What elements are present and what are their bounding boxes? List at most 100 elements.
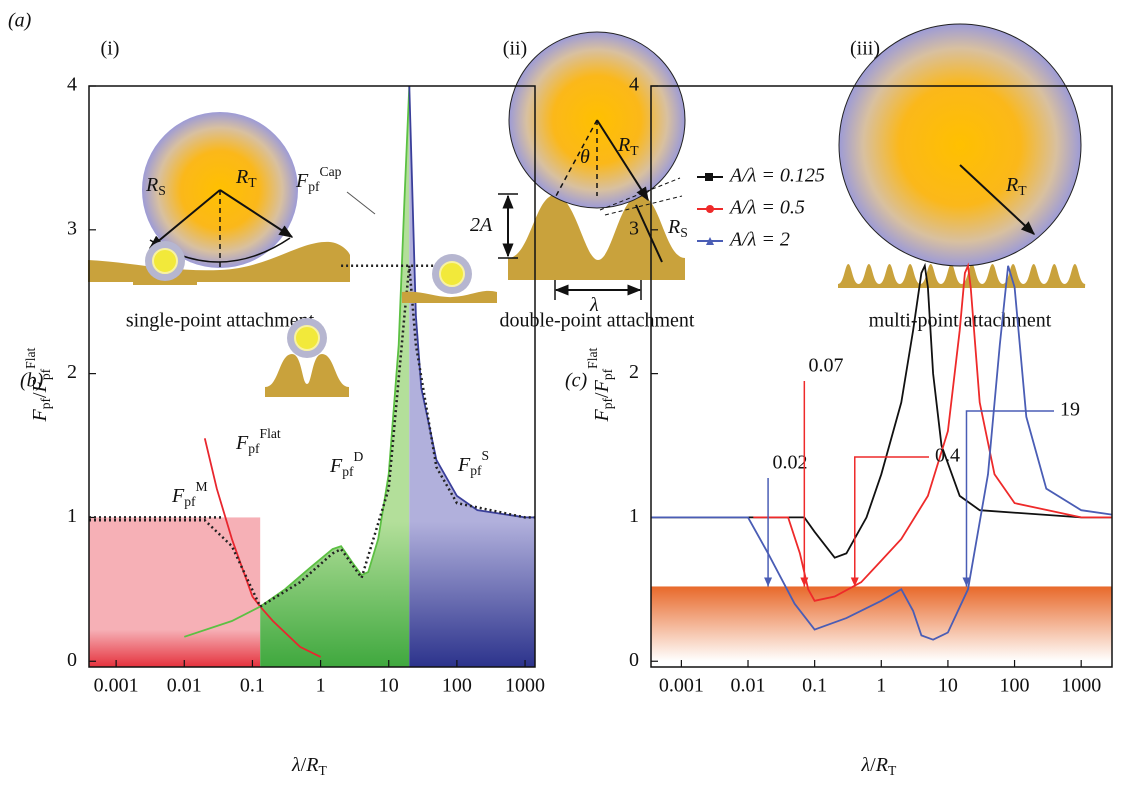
text-part: Cap xyxy=(320,164,342,179)
text-part: S xyxy=(680,225,688,240)
text-part: F xyxy=(171,485,185,507)
caption: single-point attachment xyxy=(126,310,315,332)
band xyxy=(651,586,1112,661)
rich-label: λ xyxy=(589,294,599,316)
text-part: pf xyxy=(600,397,615,409)
text-part: R xyxy=(667,216,680,238)
region xyxy=(89,517,260,667)
annotation: 0.02 xyxy=(773,452,808,474)
y-tick-label: 2 xyxy=(67,361,77,383)
text-part: M xyxy=(196,479,208,494)
text-part: R xyxy=(1005,174,1018,196)
text-part: T xyxy=(318,763,327,778)
annotation-arrow xyxy=(855,457,929,586)
text-part: R xyxy=(875,754,888,776)
annotation-arrow xyxy=(966,411,1054,586)
annotation: 0.4 xyxy=(935,445,960,467)
inset-surface xyxy=(265,354,349,397)
text-part: F xyxy=(29,409,51,423)
text-part: F xyxy=(29,379,51,393)
x-tick-label: 0.001 xyxy=(94,675,139,697)
x-tick-label: 0.001 xyxy=(659,675,704,697)
inset-core xyxy=(295,326,319,350)
rich-label: Fpf/FpfFlat xyxy=(585,347,615,422)
text-part: Flat xyxy=(260,426,281,441)
text-part: S xyxy=(158,183,166,198)
text-part: pf xyxy=(600,368,615,380)
rich-label: 2A xyxy=(470,214,493,236)
text-part: R xyxy=(145,174,158,196)
legend-label: A/λ = 0.5 xyxy=(728,197,805,219)
text-part: T xyxy=(248,175,257,190)
legend-label: A/λ = 2 xyxy=(728,229,790,251)
legend-label: A/λ = 0.125 xyxy=(728,165,825,187)
x-tick-label: 100 xyxy=(1000,675,1030,697)
rich-label: RS xyxy=(667,216,688,241)
y-tick-label: 1 xyxy=(629,505,639,527)
text-part: pf xyxy=(38,397,53,409)
x-tick-label: 10 xyxy=(379,675,399,697)
text-part: T xyxy=(888,763,897,778)
legend-marker xyxy=(705,173,713,181)
text-part: pf xyxy=(248,441,260,456)
text-part: pf xyxy=(184,494,196,509)
y-tick-label: 0 xyxy=(629,649,639,671)
annotation: 19 xyxy=(1060,399,1080,421)
x-tick-label: 100 xyxy=(442,675,472,697)
x-tick-label: 0.1 xyxy=(802,675,827,697)
series-label: FpfFlat xyxy=(235,426,281,456)
text-part: F xyxy=(457,454,471,476)
x-tick-label: 0.01 xyxy=(167,675,202,697)
y-tick-label: 3 xyxy=(67,217,77,239)
text-part: Flat xyxy=(23,347,38,368)
text-part: 2A xyxy=(470,214,493,236)
y-tick-label: 2 xyxy=(629,361,639,383)
text-part: λ xyxy=(589,294,599,316)
text-part: R xyxy=(305,754,318,776)
text-part: θ xyxy=(580,146,590,168)
series-label: FpfD xyxy=(329,449,364,479)
panel-label: (a) xyxy=(8,10,32,32)
series-label: FpfS xyxy=(457,448,489,478)
subpanel-label: (iii) xyxy=(850,38,880,60)
x-tick-label: 0.01 xyxy=(731,675,766,697)
text-part: F xyxy=(591,379,613,393)
text-part: Flat xyxy=(585,347,600,368)
y-tick-label: 4 xyxy=(629,74,639,96)
annotation: 0.07 xyxy=(809,355,844,377)
x-axis-label: λ/RT xyxy=(861,754,897,779)
series-label: FpfCap xyxy=(295,164,342,194)
text-part: pf xyxy=(38,368,53,380)
text-part: T xyxy=(630,143,639,158)
rich-label: Fpf/FpfFlat xyxy=(23,347,53,422)
region xyxy=(409,86,535,667)
x-tick-label: 1000 xyxy=(505,675,545,697)
y-tick-label: 4 xyxy=(67,74,77,96)
text-part: λ xyxy=(861,754,871,776)
x-tick-label: 1 xyxy=(876,675,886,697)
text-part: F xyxy=(235,432,249,454)
text-part: T xyxy=(1018,183,1027,198)
y-tick-label: 1 xyxy=(67,505,77,527)
subpanel-label: (i) xyxy=(101,38,120,60)
figure: (a) (i)single-point attachment(ii)double… xyxy=(0,0,1132,787)
series-label: FpfM xyxy=(171,479,208,509)
guide-line xyxy=(347,192,375,214)
text-part: D xyxy=(354,449,364,464)
text-part: F xyxy=(295,170,309,192)
legend-marker xyxy=(706,205,714,213)
x-tick-label: 1 xyxy=(316,675,326,697)
particle xyxy=(839,24,1081,266)
x-axis-label: λ/RT xyxy=(291,754,327,779)
y-tick-label: 0 xyxy=(67,649,77,671)
text-part: pf xyxy=(308,179,320,194)
text-part: R xyxy=(617,134,630,156)
text-part: S xyxy=(482,448,490,463)
text-part: pf xyxy=(470,463,482,478)
text-part: λ xyxy=(291,754,301,776)
text-part: F xyxy=(591,409,613,423)
x-tick-label: 0.1 xyxy=(240,675,265,697)
text-part: F xyxy=(329,455,343,477)
y-tick-label: 3 xyxy=(629,217,639,239)
rich-label: θ xyxy=(580,146,590,168)
